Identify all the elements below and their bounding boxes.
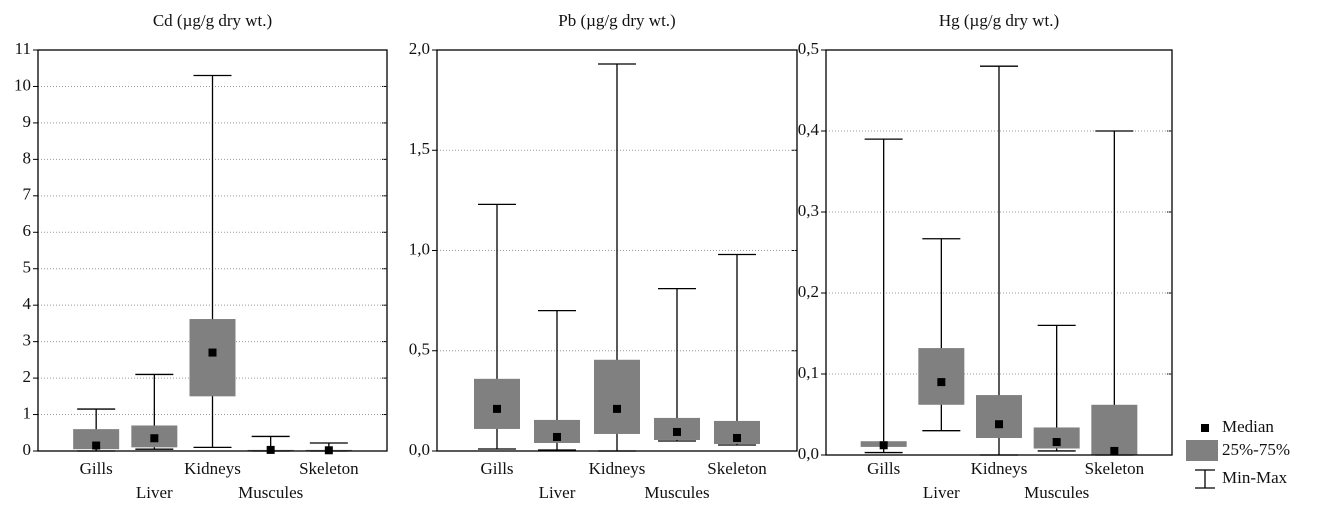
iqr-box — [714, 420, 760, 444]
x-tick-label: Muscules — [644, 483, 709, 502]
median — [613, 404, 621, 413]
x-tick-label: Kidneys — [589, 459, 646, 478]
y-tick-label: 0 — [23, 440, 32, 459]
y-tick-label: 8 — [23, 148, 32, 167]
x-tick-label: Liver — [923, 483, 960, 502]
iqr-box — [534, 419, 580, 443]
median — [1110, 446, 1119, 455]
y-tick-label: 4 — [23, 294, 32, 313]
y-tick-label: 6 — [23, 221, 32, 240]
x-tick-label: Muscules — [238, 483, 303, 502]
iqr-box — [189, 319, 236, 397]
iqr-box — [976, 395, 1022, 438]
chart-title: Hg (µg/g dry wt.) — [939, 11, 1059, 30]
x-tick-label: Skeleton — [299, 459, 359, 478]
x-tick-label: Gills — [480, 459, 513, 478]
y-tick-label: 0,2 — [798, 282, 819, 301]
median — [324, 446, 333, 455]
y-tick-label: 11 — [15, 39, 31, 58]
legend-label: Median — [1222, 417, 1274, 436]
legend-label: Min-Max — [1222, 468, 1288, 487]
x-tick-label: Kidneys — [184, 459, 241, 478]
median — [1052, 438, 1061, 447]
x-tick-label: Muscules — [1024, 483, 1089, 502]
median — [92, 441, 101, 450]
y-tick-label: 0,5 — [409, 340, 430, 359]
iqr-box — [918, 348, 965, 405]
legend-box-swatch — [1186, 440, 1218, 461]
median — [937, 378, 946, 387]
iqr-box — [474, 378, 520, 429]
iqr-box — [594, 359, 640, 434]
legend-median-swatch — [1201, 424, 1209, 432]
y-tick-label: 1 — [23, 403, 32, 422]
x-tick-label: Gills — [80, 459, 113, 478]
iqr-box — [1091, 404, 1138, 455]
x-tick-label: Kidneys — [971, 459, 1028, 478]
legend-label: 25%-75% — [1222, 440, 1290, 459]
iqr-box — [1033, 427, 1080, 449]
y-tick-label: 2,0 — [409, 39, 430, 58]
median — [879, 441, 888, 450]
median — [733, 433, 741, 442]
x-tick-label: Liver — [136, 483, 173, 502]
median — [208, 348, 217, 357]
plot-frame — [37, 49, 388, 452]
y-tick-label: 0,3 — [798, 201, 819, 220]
median — [493, 404, 501, 413]
y-tick-label: 0,0 — [409, 440, 430, 459]
chart-title: Pb (µg/g dry wt.) — [558, 11, 675, 30]
y-tick-label: 0,0 — [798, 444, 819, 463]
plot-frame — [436, 49, 798, 452]
y-tick-label: 10 — [14, 75, 31, 94]
median — [553, 432, 561, 441]
x-tick-label: Skeleton — [1085, 459, 1145, 478]
y-tick-label: 1,5 — [409, 139, 430, 158]
y-tick-label: 5 — [23, 258, 32, 277]
median — [150, 434, 159, 443]
x-tick-label: Gills — [867, 459, 900, 478]
chart-title: Cd (µg/g dry wt.) — [153, 11, 272, 30]
y-tick-label: 0,1 — [798, 363, 819, 382]
x-tick-label: Skeleton — [707, 459, 767, 478]
median — [266, 445, 275, 454]
median — [673, 427, 681, 436]
y-tick-label: 2 — [23, 367, 32, 386]
y-tick-label: 3 — [23, 331, 32, 350]
median — [995, 420, 1003, 429]
y-tick-label: 1,0 — [409, 239, 430, 258]
x-tick-label: Liver — [539, 483, 576, 502]
y-tick-label: 0,5 — [798, 39, 819, 58]
y-tick-label: 9 — [23, 112, 32, 131]
plot-frame — [825, 49, 1173, 456]
y-tick-label: 0,4 — [798, 120, 820, 139]
y-tick-label: 7 — [23, 185, 32, 204]
iqr-box — [73, 429, 120, 450]
